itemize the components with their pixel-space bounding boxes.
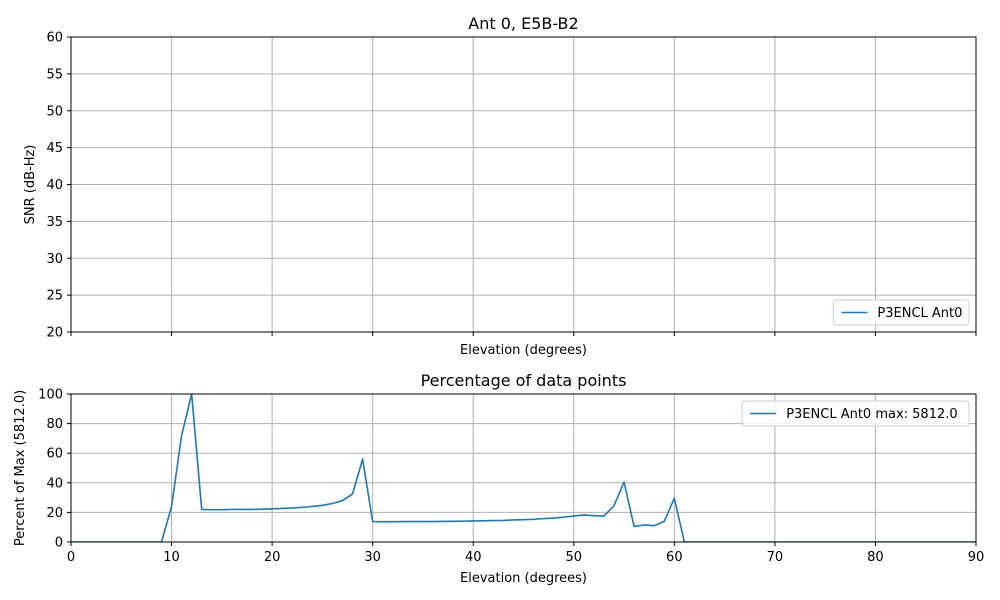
x-tick-label: 40 xyxy=(465,550,482,565)
y-tick-label: 20 xyxy=(46,506,63,521)
chart-title: Percentage of data points xyxy=(421,371,627,390)
y-tick-label: 55 xyxy=(46,67,63,82)
y-tick-label: 20 xyxy=(46,326,63,341)
subplot-2: 0 10 20 30 40 50 60 70 80 90 0 20 40 60 80 100 Percentag… xyxy=(13,371,984,586)
y-tick-label: 100 xyxy=(38,388,63,403)
x-tick-label: 70 xyxy=(767,550,784,565)
x-tick-label: 0 xyxy=(67,550,75,565)
axes-frame xyxy=(70,393,977,543)
x-tick-label: 90 xyxy=(968,550,985,565)
y-tick-label: 80 xyxy=(46,417,63,432)
y-tick-label: 60 xyxy=(46,447,63,462)
legend: P3ENCL Ant0 xyxy=(832,299,970,326)
y-tick-label: 35 xyxy=(46,215,63,230)
y-tick-label: 50 xyxy=(46,104,63,119)
x-tick-label: 10 xyxy=(163,550,180,565)
y-tick-label: 45 xyxy=(46,141,63,156)
x-tick-label: 50 xyxy=(566,550,583,565)
x-tick-label: 60 xyxy=(666,550,683,565)
y-tick-label: 40 xyxy=(46,476,63,491)
y-tick-label: 30 xyxy=(46,252,63,267)
y-tick-label: 25 xyxy=(46,289,63,304)
legend: P3ENCL Ant0 max: 5812.0 xyxy=(741,400,970,427)
y-axis-label: SNR (dB-Hz) xyxy=(23,145,38,225)
subplot-1: 20 25 30 35 40 45 50 55 60 Ant 0, E5B-B2 Elevation… xyxy=(23,14,977,358)
legend-box xyxy=(741,400,970,427)
legend-label: P3ENCL Ant0 xyxy=(877,306,962,321)
y-tick-label: 60 xyxy=(46,31,63,46)
x-axis-label: Elevation (degrees) xyxy=(460,343,587,358)
y-tick-label: 40 xyxy=(46,178,63,193)
legend-label: P3ENCL Ant0 max: 5812.0 xyxy=(786,407,957,422)
x-tick-label: 30 xyxy=(364,550,381,565)
x-tick-label: 80 xyxy=(867,550,884,565)
series-line xyxy=(71,394,976,542)
x-tick-label: 20 xyxy=(264,550,281,565)
x-axis-label: Elevation (degrees) xyxy=(460,571,587,586)
chart-title: Ant 0, E5B-B2 xyxy=(468,14,578,33)
y-tick-label: 0 xyxy=(55,536,63,551)
legend-box xyxy=(832,299,970,326)
y-axis-label: Percent of Max (5812.0) xyxy=(13,390,28,546)
